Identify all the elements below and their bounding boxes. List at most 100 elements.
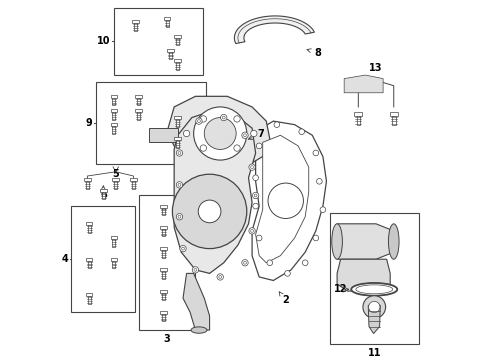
Bar xyxy=(88,296,91,304)
Circle shape xyxy=(194,107,247,160)
Bar xyxy=(113,112,116,120)
Bar xyxy=(162,293,165,300)
Circle shape xyxy=(249,164,255,170)
Bar xyxy=(134,23,137,31)
Bar xyxy=(162,250,165,258)
Bar xyxy=(111,109,117,112)
Bar xyxy=(160,204,167,208)
Bar xyxy=(169,52,172,59)
Bar xyxy=(113,239,116,247)
Circle shape xyxy=(313,150,318,156)
Bar xyxy=(176,140,179,148)
Polygon shape xyxy=(252,121,326,280)
Circle shape xyxy=(302,260,308,266)
Circle shape xyxy=(234,145,240,151)
Bar xyxy=(174,116,181,119)
Bar xyxy=(176,37,179,45)
Circle shape xyxy=(220,114,227,121)
Bar xyxy=(139,195,196,330)
Circle shape xyxy=(251,166,253,168)
Text: 4: 4 xyxy=(61,254,68,264)
Circle shape xyxy=(178,184,181,186)
Bar xyxy=(132,21,139,23)
Bar xyxy=(160,268,167,271)
Polygon shape xyxy=(337,224,394,259)
Bar xyxy=(354,112,362,116)
Text: 1: 1 xyxy=(215,131,223,146)
Bar xyxy=(174,35,181,37)
Circle shape xyxy=(252,192,259,199)
Circle shape xyxy=(299,129,304,135)
Bar xyxy=(114,181,117,189)
Bar xyxy=(111,95,117,98)
Text: 11: 11 xyxy=(368,348,381,358)
Bar xyxy=(164,17,171,20)
Bar xyxy=(113,261,116,268)
Circle shape xyxy=(251,229,253,232)
Ellipse shape xyxy=(389,224,399,259)
Circle shape xyxy=(176,182,183,188)
Bar xyxy=(390,112,398,116)
Bar xyxy=(160,311,167,314)
Circle shape xyxy=(172,174,247,249)
Bar xyxy=(114,8,202,75)
Circle shape xyxy=(242,132,248,139)
Bar xyxy=(160,247,167,250)
Circle shape xyxy=(274,122,280,127)
Circle shape xyxy=(183,130,190,137)
Bar xyxy=(130,178,137,181)
Bar xyxy=(112,178,119,181)
Circle shape xyxy=(363,296,386,318)
Text: 9: 9 xyxy=(86,118,93,128)
Circle shape xyxy=(368,301,380,313)
Bar xyxy=(392,116,395,125)
Circle shape xyxy=(204,118,236,149)
Bar xyxy=(166,20,169,27)
Circle shape xyxy=(251,130,257,137)
Bar xyxy=(160,289,167,293)
Circle shape xyxy=(198,200,221,223)
Bar xyxy=(100,189,107,192)
Circle shape xyxy=(178,152,181,154)
Bar xyxy=(111,258,117,261)
Text: 12: 12 xyxy=(334,284,347,294)
Bar xyxy=(96,82,206,163)
Bar xyxy=(132,181,135,189)
Bar xyxy=(137,98,140,105)
Bar xyxy=(357,116,360,125)
Text: 2: 2 xyxy=(279,292,289,306)
Bar xyxy=(162,208,165,215)
Bar xyxy=(162,314,165,321)
Circle shape xyxy=(285,271,291,276)
Circle shape xyxy=(256,235,262,241)
Bar xyxy=(86,258,93,261)
Polygon shape xyxy=(368,305,380,334)
Bar xyxy=(72,206,135,312)
Circle shape xyxy=(254,194,257,197)
Text: 7: 7 xyxy=(248,129,264,139)
Text: 3: 3 xyxy=(164,334,171,343)
Bar xyxy=(137,112,140,120)
Bar xyxy=(160,226,167,229)
Bar xyxy=(174,137,181,140)
Circle shape xyxy=(217,274,223,280)
Circle shape xyxy=(180,246,186,252)
Bar xyxy=(86,222,93,225)
Circle shape xyxy=(192,267,198,273)
Circle shape xyxy=(219,275,221,278)
Bar xyxy=(111,123,117,126)
Circle shape xyxy=(242,260,248,266)
Circle shape xyxy=(194,269,197,271)
Polygon shape xyxy=(183,273,210,330)
Circle shape xyxy=(268,183,303,219)
Circle shape xyxy=(176,150,183,156)
Text: 5: 5 xyxy=(112,169,119,179)
Bar xyxy=(111,237,117,239)
Circle shape xyxy=(253,175,258,181)
Circle shape xyxy=(244,134,246,137)
Bar xyxy=(88,261,91,268)
Polygon shape xyxy=(149,128,178,142)
Polygon shape xyxy=(174,111,256,273)
Bar xyxy=(176,62,179,70)
Circle shape xyxy=(253,203,258,209)
